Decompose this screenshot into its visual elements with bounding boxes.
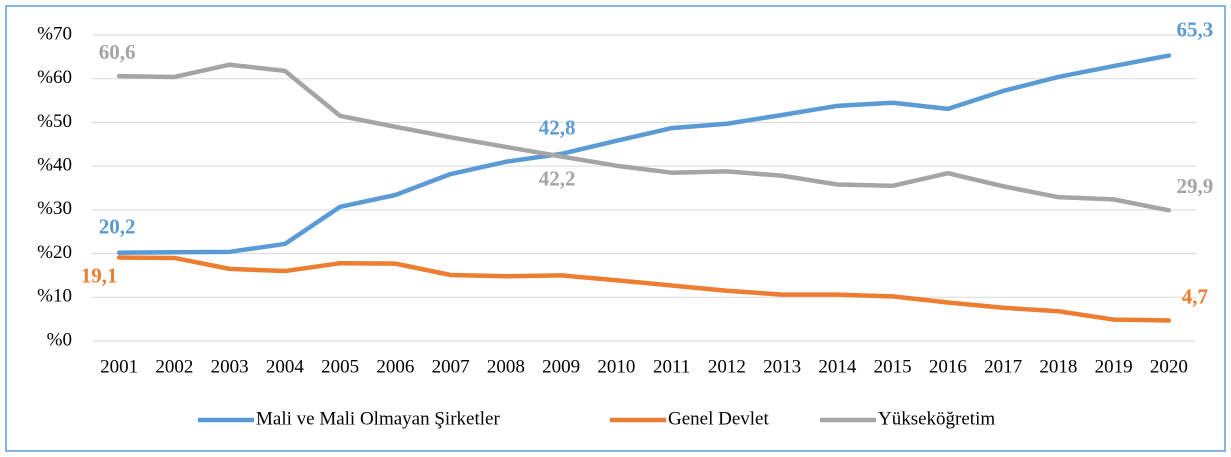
data-label: 60,6 [99,40,136,64]
data-label: 42,8 [539,116,576,140]
data-label: 65,3 [1177,17,1214,41]
y-tick-label: %70 [37,23,72,44]
x-tick-label: 2003 [211,356,249,377]
y-tick-label: %10 [37,286,72,307]
x-tick-label: 2018 [1039,356,1077,377]
y-tick-label: %40 [37,155,72,176]
x-tick-label: 2004 [266,356,305,377]
y-tick-label: %0 [47,329,72,350]
series-line [116,62,1172,213]
series-line [116,53,1172,255]
y-tick-label: %30 [37,198,72,219]
x-tick-label: 2015 [874,356,912,377]
x-tick-label: 2013 [763,356,801,377]
x-tick-label: 2009 [542,356,580,377]
x-tick-label: 2017 [984,356,1022,377]
x-tick-label: 2002 [155,356,193,377]
data-label: 29,9 [1177,174,1214,198]
chart-frame [5,5,1226,452]
x-tick-label: 2005 [321,356,359,377]
series-line [116,255,1172,323]
x-tick-label: 2011 [653,356,690,377]
x-tick-label: 2008 [487,356,525,377]
x-tick-label: 2020 [1150,356,1188,377]
legend-label: Mali ve Mali Olmayan Şirketler [256,408,500,429]
x-tick-label: 2010 [597,356,635,377]
legend-label: Genel Devlet [668,408,769,429]
x-tick-label: 2014 [818,356,857,377]
data-label: 20,2 [99,215,136,239]
legend-label: Yükseköğretim [878,408,995,429]
x-tick-label: 2012 [708,356,746,377]
x-tick-label: 2016 [929,356,967,377]
y-tick-label: %60 [37,67,72,88]
data-label: 19,1 [81,263,118,287]
x-tick-label: 2006 [376,356,414,377]
data-label: 42,2 [539,166,576,190]
data-label: 4,7 [1182,284,1208,308]
y-tick-label: %50 [37,111,72,132]
x-tick-label: 2019 [1095,356,1133,377]
x-tick-label: 2007 [432,356,470,377]
x-tick-label: 2001 [100,356,138,377]
y-tick-label: %20 [37,242,72,263]
